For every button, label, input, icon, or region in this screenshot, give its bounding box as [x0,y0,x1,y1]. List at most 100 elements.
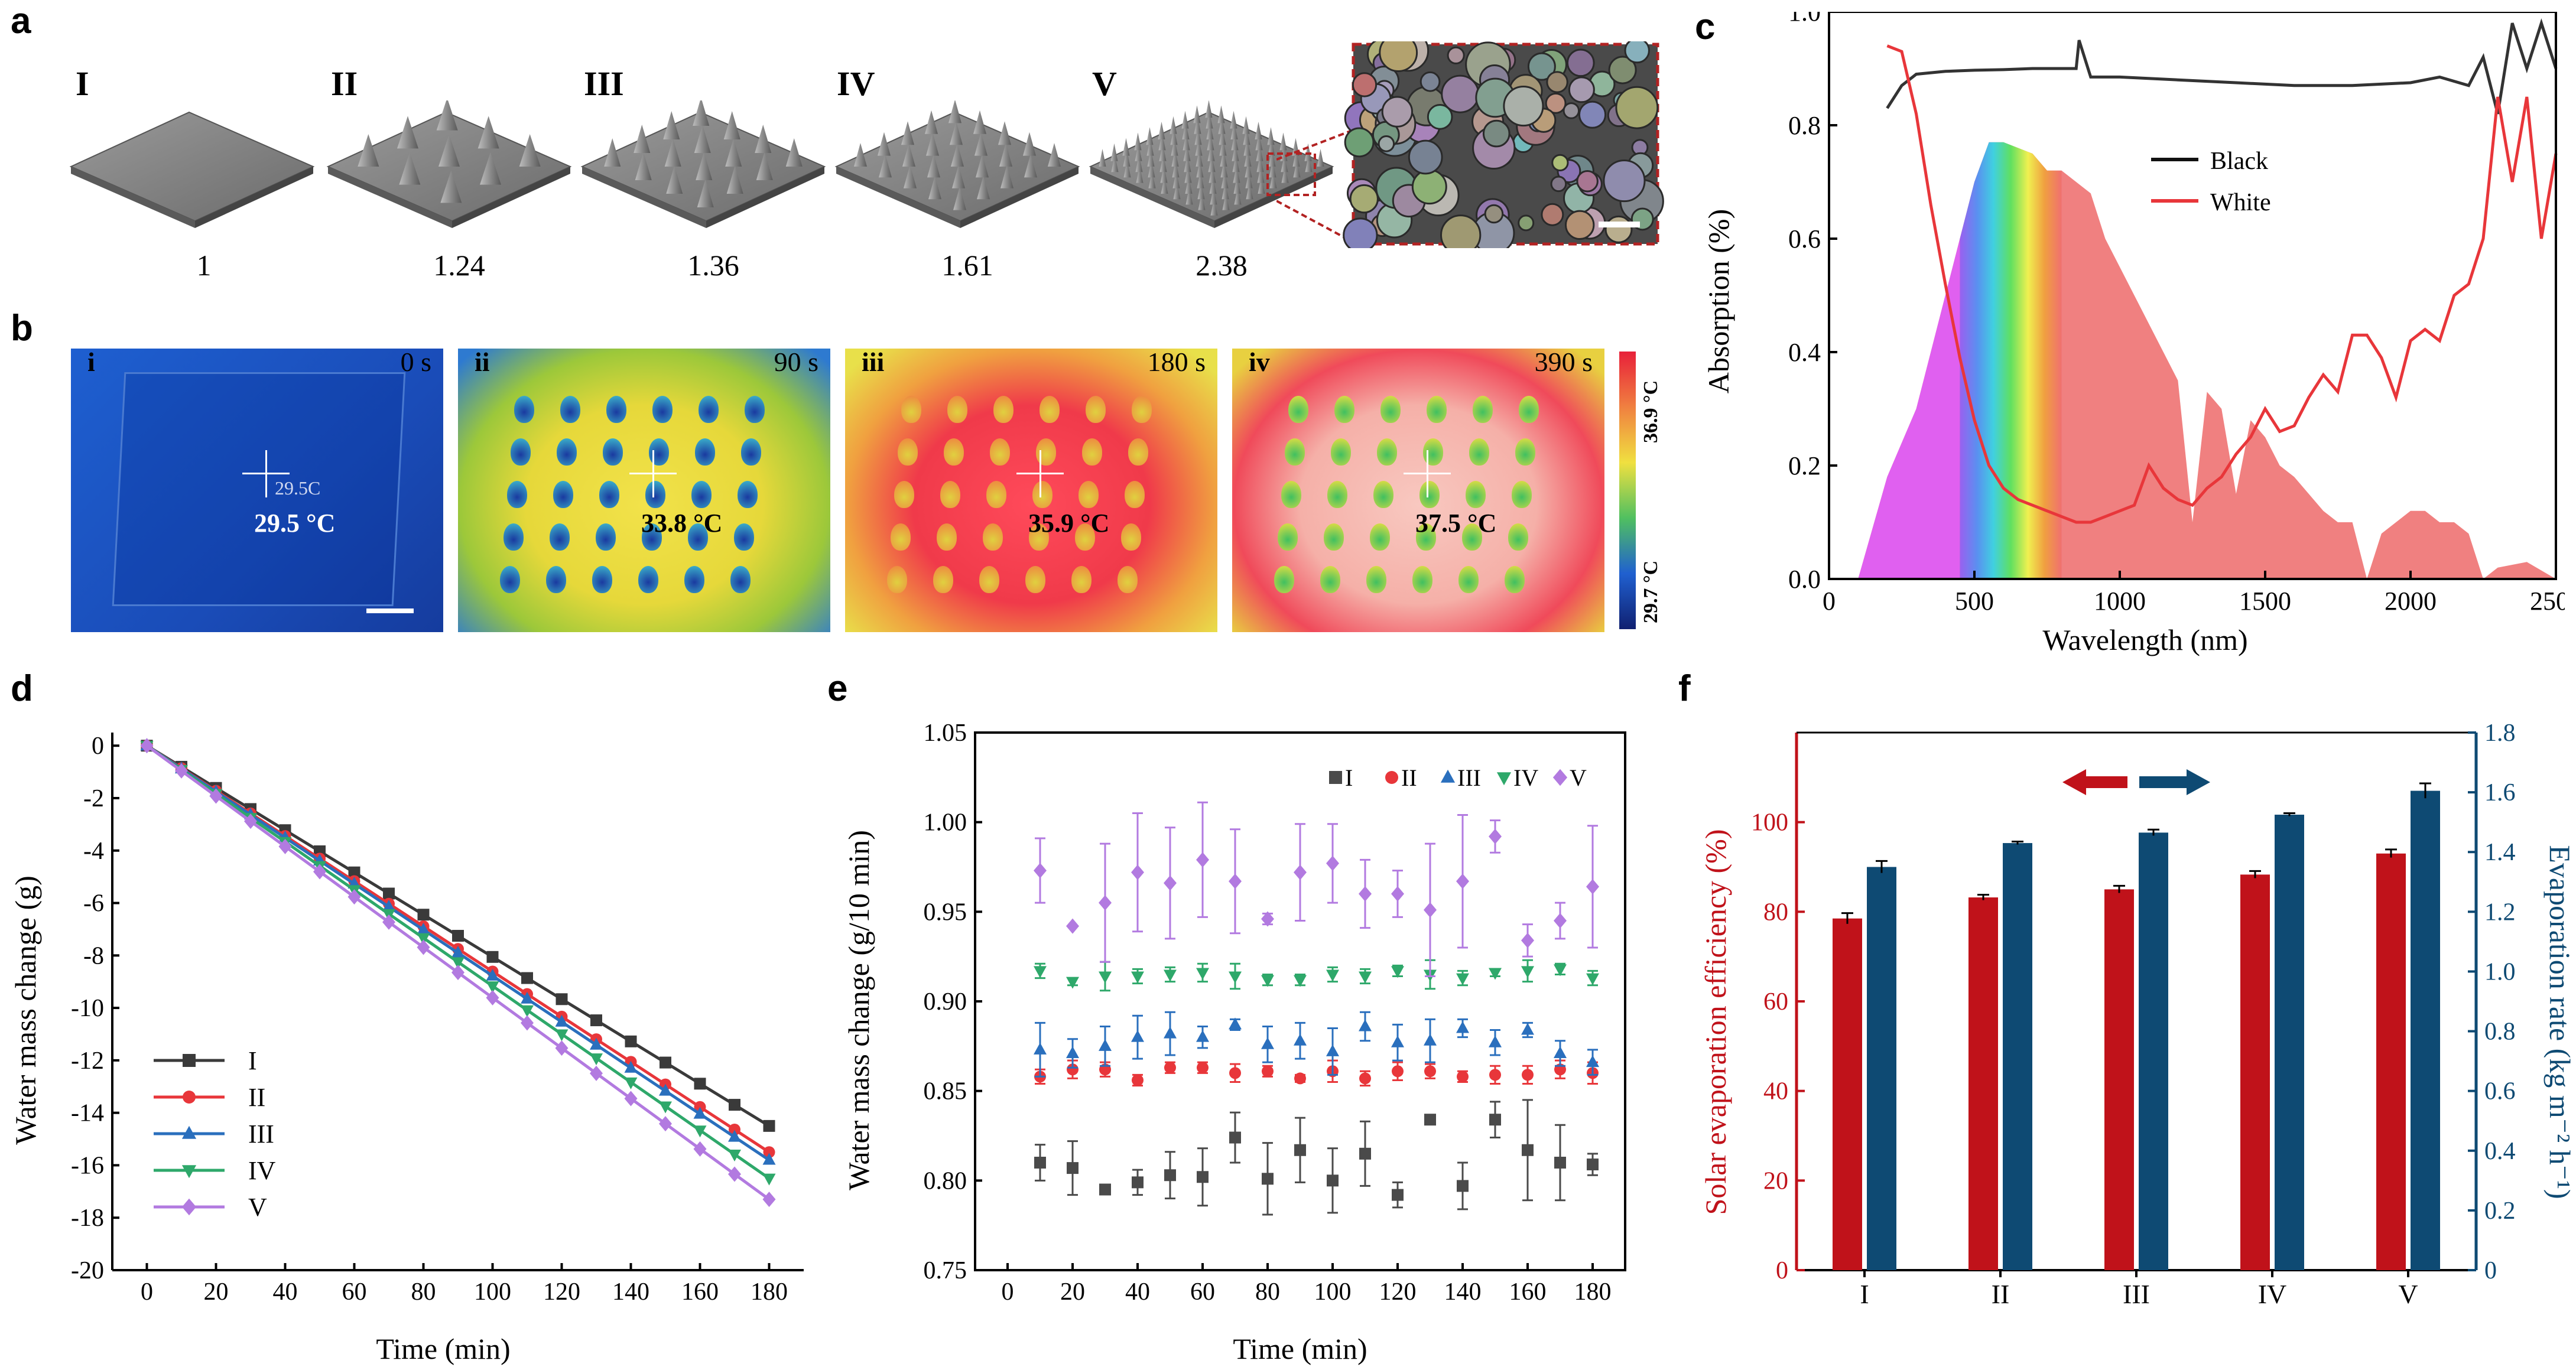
rate-bar [2003,843,2032,1270]
cone [998,121,1011,145]
cone [1172,160,1180,178]
cone [1183,132,1190,151]
y-tick-label: -14 [71,1100,104,1127]
sem-particle [1440,214,1482,248]
x-tick-label: 160 [681,1278,719,1306]
sem-particle [1419,71,1441,92]
cone [879,154,892,178]
y-tick-label-right: 1.4 [2484,839,2516,866]
data-point [1489,828,1502,844]
frame-time: 0 s [400,349,431,377]
data-point [1392,1189,1404,1201]
cone [1099,149,1106,167]
x-tick-label: 120 [1379,1278,1417,1306]
cone [1196,149,1203,167]
cone [1198,192,1206,210]
y-axis-label: Water mass change (g) [12,876,42,1145]
model-V [1089,100,1334,228]
data-point [555,1040,569,1056]
cone [950,121,963,145]
data-point [659,1116,672,1132]
y-tick-label-left: 0 [1776,1257,1788,1284]
data-point [1034,1157,1046,1169]
data-point [1164,1169,1176,1182]
surface-models [69,100,1334,228]
data-point [1131,971,1144,984]
cone-hotspot [986,481,1006,508]
data-point [1391,966,1404,978]
thermal-frame-ii: ii 90 s 33.8 °C [458,349,830,632]
cone [1196,160,1204,178]
legend-marker [183,1091,196,1104]
data-point [417,909,430,921]
y-axis-label: Absorption (%) [1702,209,1735,393]
colorbar-min: 29.7 °C [1640,560,1662,623]
scale-bar [366,608,414,613]
data-point [382,899,395,912]
y-tick-label-right: 1.0 [2484,958,2516,985]
thermal-frame-iii: iii 180 s 35.9 °C [845,349,1217,632]
cone [1122,138,1130,156]
efficiency-bar [1968,897,1998,1270]
data-point [624,1077,638,1089]
cone-hotspot [1419,481,1440,508]
cone [948,100,961,123]
cone [999,143,1012,167]
cone [927,154,940,178]
x-tick-label: 40 [1125,1278,1150,1306]
cone [1048,143,1061,167]
y-tick-label-left: 40 [1763,1078,1788,1105]
legend-marker [1329,771,1342,784]
y-tick-label-right: 1.6 [2484,779,2516,806]
cone-hotspot [1416,523,1436,551]
cone [1158,122,1165,139]
cone [756,152,773,180]
y-tick-label: 0.0 [1788,565,1821,594]
data-point [1489,1114,1501,1126]
data-point [1229,1131,1241,1144]
data-point [1294,864,1307,880]
cone [1293,160,1301,178]
cone-hotspot [944,438,964,466]
cone [1185,187,1193,205]
cone-hotspot [642,523,662,551]
sem-particle [1603,160,1646,203]
cone-hotspot [550,523,570,551]
cone-hotspot [887,566,907,593]
data-point [1132,1074,1144,1086]
sem-particle [1484,204,1504,224]
cone-hotspot [1377,438,1397,466]
colorbar [1619,352,1636,629]
x-tick-label: 140 [1444,1278,1482,1306]
data-point [347,889,361,905]
data-point [1359,1072,1371,1085]
sample-label-IV: IV [837,64,875,103]
cone [1230,122,1238,139]
cone [1255,122,1262,139]
data-point [1099,895,1112,911]
cone [1170,116,1177,134]
y-tick-label-left: 100 [1751,809,1788,837]
legend-marker [1552,769,1568,786]
frame-time: 90 s [774,349,818,377]
data-point [1164,1062,1176,1074]
cone [1023,132,1036,156]
data-point [383,887,395,900]
x-tick-label: 0 [141,1278,153,1306]
model-I [69,111,315,228]
data-point [1067,1063,1079,1076]
cone [1148,160,1155,178]
cone-hotspot [940,481,960,508]
cone [663,111,680,139]
cone-hotspot [1075,523,1095,551]
cone [1136,165,1144,183]
cone [1220,149,1227,167]
model-III [580,100,826,228]
cone [1206,122,1214,139]
cone [1173,181,1181,200]
cone-hotspot [560,396,580,423]
data-point [1392,1065,1404,1078]
data-point [1196,968,1209,980]
frame-temp: 33.8 °C [641,509,723,538]
y-axis-label-left: Solar evaporation efficiency (%) [1699,829,1732,1215]
